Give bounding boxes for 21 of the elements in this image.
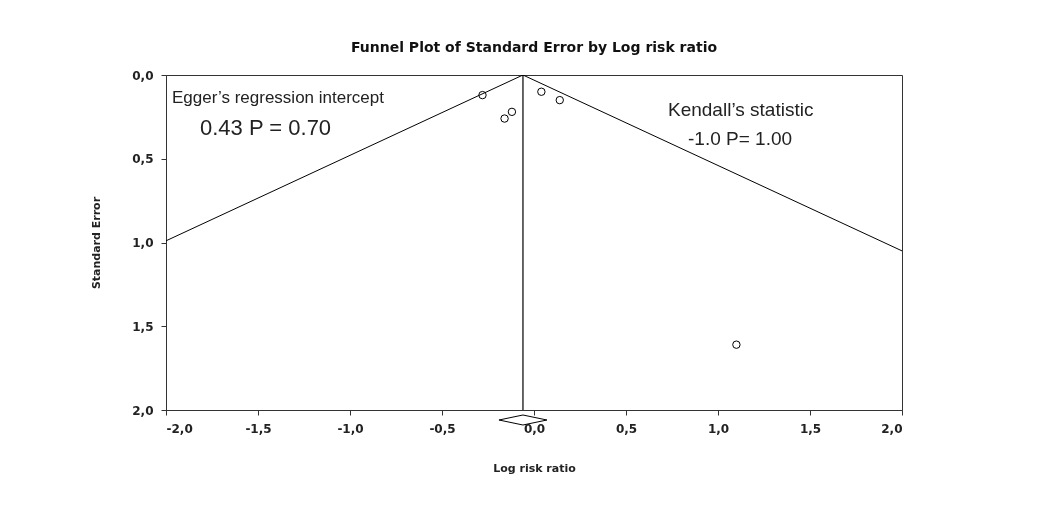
y-axis-title: Standard Error <box>90 196 104 290</box>
chart-title: Funnel Plot of Standard Error by Log risk ratio <box>350 39 718 55</box>
x-tick-label: 1,5 <box>799 421 822 436</box>
annotation: Kendall’s statistic <box>668 99 814 120</box>
annotation: Egger’s regression intercept <box>172 88 385 107</box>
annotation: -1.0 P= 1.00 <box>688 128 793 149</box>
x-tick-label: 2,0 <box>881 421 903 436</box>
y-tick-label: 2,0 <box>132 403 154 418</box>
y-tick-label: 1,5 <box>132 319 154 334</box>
y-tick-label: 0,0 <box>132 68 154 83</box>
x-axis-title: Log risk ratio <box>493 461 577 475</box>
x-tick-label: 0,5 <box>615 421 638 436</box>
y-tick-label: 0,5 <box>132 152 154 167</box>
annotation: 0.43 P = 0.70 <box>200 115 332 140</box>
x-tick-label: 1,0 <box>707 421 730 436</box>
x-tick-label: -1,0 <box>337 421 364 436</box>
x-tick-label: 0,0 <box>523 421 546 436</box>
x-tick-label: -1,5 <box>245 421 272 436</box>
y-tick-label: 1,0 <box>132 236 154 250</box>
x-tick-label: -0,5 <box>429 421 456 436</box>
x-tick-label: -2,0 <box>166 421 193 436</box>
